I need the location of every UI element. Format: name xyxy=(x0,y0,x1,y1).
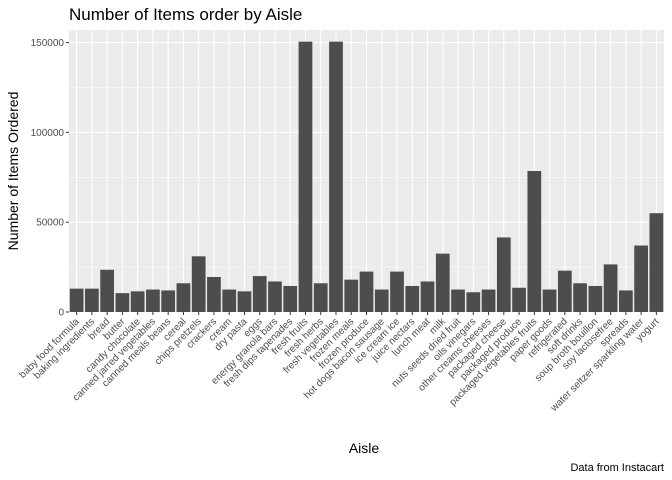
bar xyxy=(512,287,526,312)
bar xyxy=(420,281,435,312)
bar xyxy=(481,289,496,312)
bar xyxy=(618,290,633,312)
bars xyxy=(69,41,664,312)
bar xyxy=(557,270,572,312)
bar xyxy=(130,291,145,312)
bar xyxy=(435,253,450,312)
x-axis-title: Aisle xyxy=(349,440,380,456)
y-axis: 0 50000 100000 150000 xyxy=(31,38,69,319)
bar xyxy=(588,285,603,312)
bar xyxy=(69,288,84,312)
bar xyxy=(344,279,359,312)
bar xyxy=(313,283,328,312)
bar xyxy=(329,41,343,312)
bar xyxy=(298,41,313,312)
bar xyxy=(527,171,542,312)
y-tick-label: 50000 xyxy=(36,218,64,229)
bar xyxy=(634,245,648,312)
bar xyxy=(496,237,511,312)
bar xyxy=(222,289,237,312)
bar xyxy=(161,290,176,312)
bar xyxy=(542,289,557,312)
y-tick-label: 0 xyxy=(58,308,64,319)
bar xyxy=(100,269,115,312)
bar xyxy=(268,281,282,312)
bar xyxy=(146,289,160,312)
bar xyxy=(252,276,267,312)
bar xyxy=(573,283,587,312)
bar xyxy=(405,285,420,312)
bar xyxy=(649,213,664,312)
bar xyxy=(115,293,130,312)
chart-title: Number of Items order by Aisle xyxy=(69,5,302,24)
bar xyxy=(359,271,374,312)
bar xyxy=(374,289,389,312)
bar xyxy=(451,289,465,312)
bar xyxy=(207,276,221,312)
y-tick-label: 100000 xyxy=(31,128,65,139)
bar xyxy=(237,291,252,312)
bar xyxy=(283,285,298,312)
bar xyxy=(191,256,206,312)
bar xyxy=(603,264,618,312)
bar xyxy=(176,283,191,312)
y-tick-label: 150000 xyxy=(31,38,65,49)
bar xyxy=(466,292,481,312)
y-axis-title: Number of Items Ordered xyxy=(5,92,21,251)
bar xyxy=(85,288,99,312)
bar xyxy=(390,271,404,312)
chart-caption: Data from Instacart xyxy=(570,462,664,474)
